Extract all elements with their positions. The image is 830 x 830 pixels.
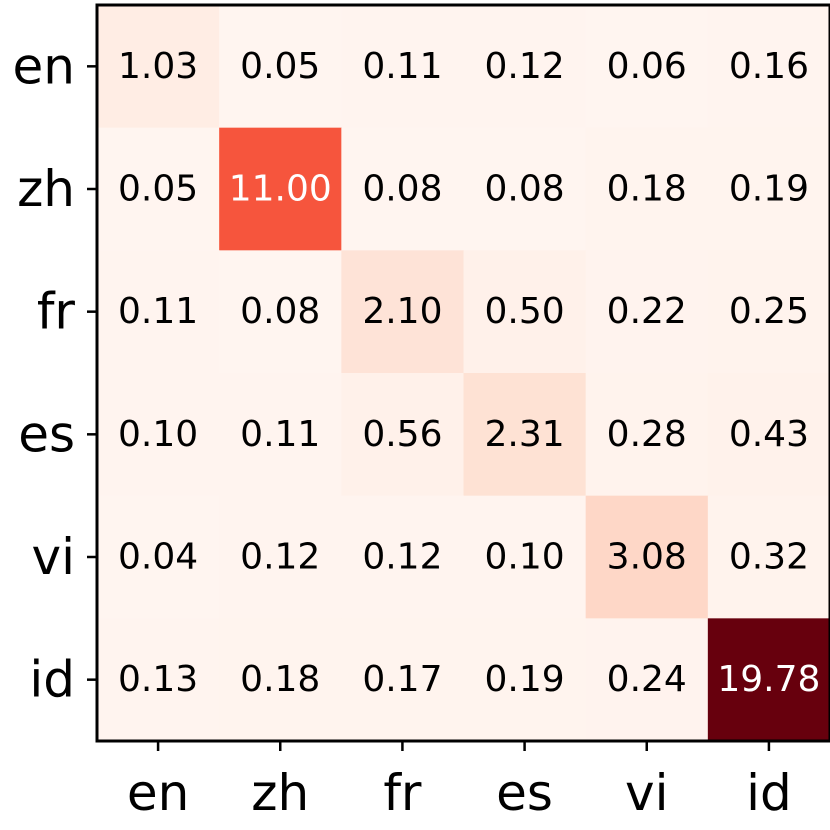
heatmap-cell-en-fr [341, 5, 465, 129]
cell-value-label: 0.25 [729, 291, 809, 332]
cell-value-label: 0.05 [240, 46, 320, 87]
heatmap-cell-vi-en [97, 495, 220, 619]
x-tick-label-en: en [127, 764, 189, 822]
heatmap-cell-fr-id [707, 250, 830, 374]
cell-value-label: 0.18 [607, 169, 687, 210]
cell-value-label: 0.43 [729, 414, 809, 455]
heatmap-cell-zh-id [707, 127, 830, 251]
cell-value-label: 2.10 [362, 291, 442, 332]
cell-value-label: 0.16 [729, 46, 809, 87]
cell-value-label: 0.04 [118, 537, 198, 578]
heatmap-cell-es-vi [585, 373, 709, 497]
cell-value-label: 0.11 [240, 414, 320, 455]
cell-value-label: 19.78 [717, 659, 820, 700]
x-tick-label-zh: zh [251, 764, 309, 822]
cell-value-label: 0.12 [485, 46, 565, 87]
x-tick-label-fr: fr [383, 764, 422, 822]
heatmap-cell-fr-es [463, 250, 587, 374]
cell-value-label: 0.10 [118, 414, 198, 455]
heatmap-cells [97, 5, 830, 742]
heatmap-cell-id-id [707, 618, 830, 742]
axis-ticks [87, 65, 771, 751]
cell-value-label: 0.11 [362, 46, 442, 87]
heatmap-cell-zh-fr [341, 127, 465, 251]
heatmap-cell-zh-en [97, 127, 220, 251]
cell-value-label: 0.28 [607, 414, 687, 455]
heatmap-cell-es-en [97, 373, 220, 497]
heatmap-cell-es-zh [219, 373, 342, 497]
heatmap-cell-vi-vi [585, 495, 709, 619]
cell-value-label: 0.12 [240, 537, 320, 578]
heatmap-cell-es-fr [341, 373, 465, 497]
heatmap-cell-id-es [463, 618, 587, 742]
cell-value-label: 0.18 [240, 659, 320, 700]
heatmap-cell-en-vi [585, 5, 709, 129]
cell-value-label: 0.19 [485, 659, 565, 700]
plot-frame [95, 3, 830, 743]
heatmap-cell-fr-fr [341, 250, 465, 374]
cell-value-label: 0.11 [118, 291, 198, 332]
cell-value-label: 2.31 [485, 414, 565, 455]
cell-value-label: 0.10 [485, 537, 565, 578]
cell-value-label: 3.08 [607, 537, 687, 578]
heatmap-cell-zh-vi [585, 127, 709, 251]
cell-value-label: 0.17 [362, 659, 442, 700]
heatmap-cell-zh-es [463, 127, 587, 251]
heatmap-cell-en-zh [219, 5, 342, 129]
cell-value-label: 0.12 [362, 537, 442, 578]
cell-value-label: 11.00 [229, 169, 332, 210]
heatmap-cell-en-id [707, 5, 830, 129]
x-axis-tick-labels: en zh fr es vi id [127, 764, 792, 822]
cell-value-label: 1.03 [118, 46, 198, 87]
y-tick-label-vi: vi [32, 528, 75, 586]
heatmap-cell-vi-id [707, 495, 830, 619]
y-tick-label-en: en [13, 37, 75, 95]
x-tick-label-es: es [496, 764, 553, 822]
cell-value-label: 0.05 [118, 169, 198, 210]
heatmap-cell-fr-vi [585, 250, 709, 374]
heatmap-cell-en-es [463, 5, 587, 129]
cell-value-label: 0.08 [485, 169, 565, 210]
cell-value-label: 0.13 [118, 659, 198, 700]
heatmap-cell-vi-fr [341, 495, 465, 619]
y-axis-tick-labels: en zh fr es vi id [13, 37, 76, 708]
heatmap-cell-es-id [707, 373, 830, 497]
cell-value-label: 0.19 [729, 169, 809, 210]
x-tick-label-id: id [746, 764, 792, 822]
heatmap-cell-vi-es [463, 495, 587, 619]
cell-value-label: 0.50 [485, 291, 565, 332]
heatmap-cell-id-en [97, 618, 220, 742]
cell-value-label: 0.08 [240, 291, 320, 332]
cell-value-label: 0.56 [362, 414, 442, 455]
cell-value-label: 0.22 [607, 291, 687, 332]
heatmap-cell-zh-zh [219, 127, 342, 251]
heatmap-cell-en-en [97, 5, 220, 129]
y-tick-label-id: id [29, 651, 75, 709]
heatmap-cell-fr-en [97, 250, 220, 374]
heatmap-cell-id-vi [585, 618, 709, 742]
cell-value-label: 0.24 [607, 659, 687, 700]
heatmap-cell-es-es [463, 373, 587, 497]
cell-value-label: 0.32 [729, 537, 809, 578]
x-tick-label-vi: vi [625, 764, 668, 822]
cell-value-label: 0.08 [362, 169, 442, 210]
y-tick-label-es: es [18, 405, 75, 463]
y-tick-label-fr: fr [37, 283, 76, 341]
heatmap-cell-vi-zh [219, 495, 342, 619]
heatmap-cell-fr-zh [219, 250, 342, 374]
cell-value-label: 0.06 [607, 46, 687, 87]
heatmap-cell-id-zh [219, 618, 342, 742]
heatmap-cell-id-fr [341, 618, 465, 742]
heatmap-value-labels: 1.03 0.05 0.11 0.12 0.06 0.16 0.05 11.00 0.08 0.0… [118, 46, 820, 700]
y-tick-label-zh: zh [17, 160, 75, 218]
